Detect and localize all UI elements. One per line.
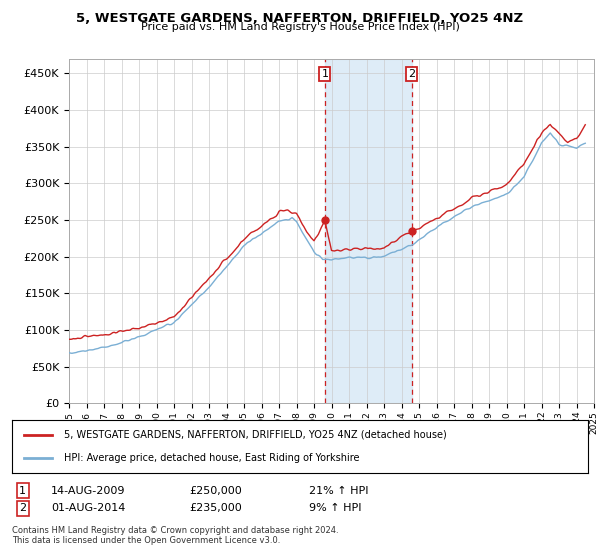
Text: 5, WESTGATE GARDENS, NAFFERTON, DRIFFIELD, YO25 4NZ (detached house): 5, WESTGATE GARDENS, NAFFERTON, DRIFFIEL… [64, 430, 446, 440]
Text: 2: 2 [19, 503, 26, 514]
Text: £250,000: £250,000 [189, 486, 242, 496]
Text: 21% ↑ HPI: 21% ↑ HPI [309, 486, 368, 496]
Text: HPI: Average price, detached house, East Riding of Yorkshire: HPI: Average price, detached house, East… [64, 453, 359, 463]
Bar [325, 59, 412, 403]
Text: This data is licensed under the Open Government Licence v3.0.: This data is licensed under the Open Gov… [12, 536, 280, 545]
Text: 01-AUG-2014: 01-AUG-2014 [51, 503, 125, 514]
Text: 1: 1 [19, 486, 26, 496]
Text: 5, WESTGATE GARDENS, NAFFERTON, DRIFFIELD, YO25 4NZ: 5, WESTGATE GARDENS, NAFFERTON, DRIFFIEL… [76, 12, 524, 25]
Text: £235,000: £235,000 [189, 503, 242, 514]
Text: 1: 1 [322, 69, 328, 80]
Text: Contains HM Land Registry data © Crown copyright and database right 2024.: Contains HM Land Registry data © Crown c… [12, 526, 338, 535]
Text: Price paid vs. HM Land Registry's House Price Index (HPI): Price paid vs. HM Land Registry's House … [140, 22, 460, 32]
Text: 2: 2 [408, 69, 415, 80]
Text: 14-AUG-2009: 14-AUG-2009 [51, 486, 125, 496]
Text: 9% ↑ HPI: 9% ↑ HPI [309, 503, 361, 514]
